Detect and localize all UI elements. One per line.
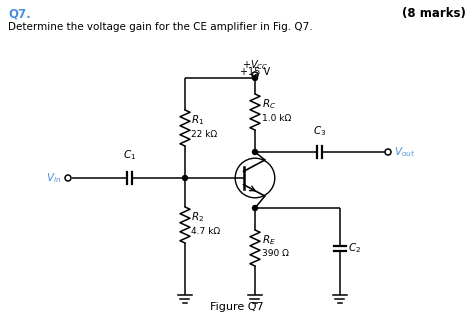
- Circle shape: [182, 175, 188, 181]
- Circle shape: [253, 149, 257, 155]
- Text: $C_3$: $C_3$: [313, 124, 327, 138]
- Text: +15 V: +15 V: [240, 67, 270, 77]
- Text: $R_1$: $R_1$: [191, 113, 204, 127]
- Text: $C_1$: $C_1$: [123, 148, 137, 162]
- Circle shape: [253, 205, 257, 211]
- Text: 22 kΩ: 22 kΩ: [191, 129, 217, 138]
- Text: 390 Ω: 390 Ω: [262, 250, 289, 259]
- Text: Determine the voltage gain for the CE amplifier in Fig. Q7.: Determine the voltage gain for the CE am…: [8, 22, 313, 32]
- Text: (8 marks): (8 marks): [402, 7, 466, 20]
- Text: 4.7 kΩ: 4.7 kΩ: [191, 226, 220, 235]
- Text: 1.0 kΩ: 1.0 kΩ: [262, 113, 291, 122]
- Text: $+V_{CC}$: $+V_{CC}$: [242, 58, 268, 72]
- Text: $V_{in}$: $V_{in}$: [46, 171, 61, 185]
- Text: $R_E$: $R_E$: [262, 233, 276, 247]
- Text: Q7.: Q7.: [8, 7, 31, 20]
- Text: $C_2$: $C_2$: [348, 241, 361, 255]
- Circle shape: [253, 75, 257, 80]
- Text: $R_2$: $R_2$: [191, 210, 204, 224]
- Text: $V_{out}$: $V_{out}$: [394, 145, 415, 159]
- Text: $R_C$: $R_C$: [262, 97, 276, 111]
- Text: Figure Q7: Figure Q7: [210, 302, 264, 312]
